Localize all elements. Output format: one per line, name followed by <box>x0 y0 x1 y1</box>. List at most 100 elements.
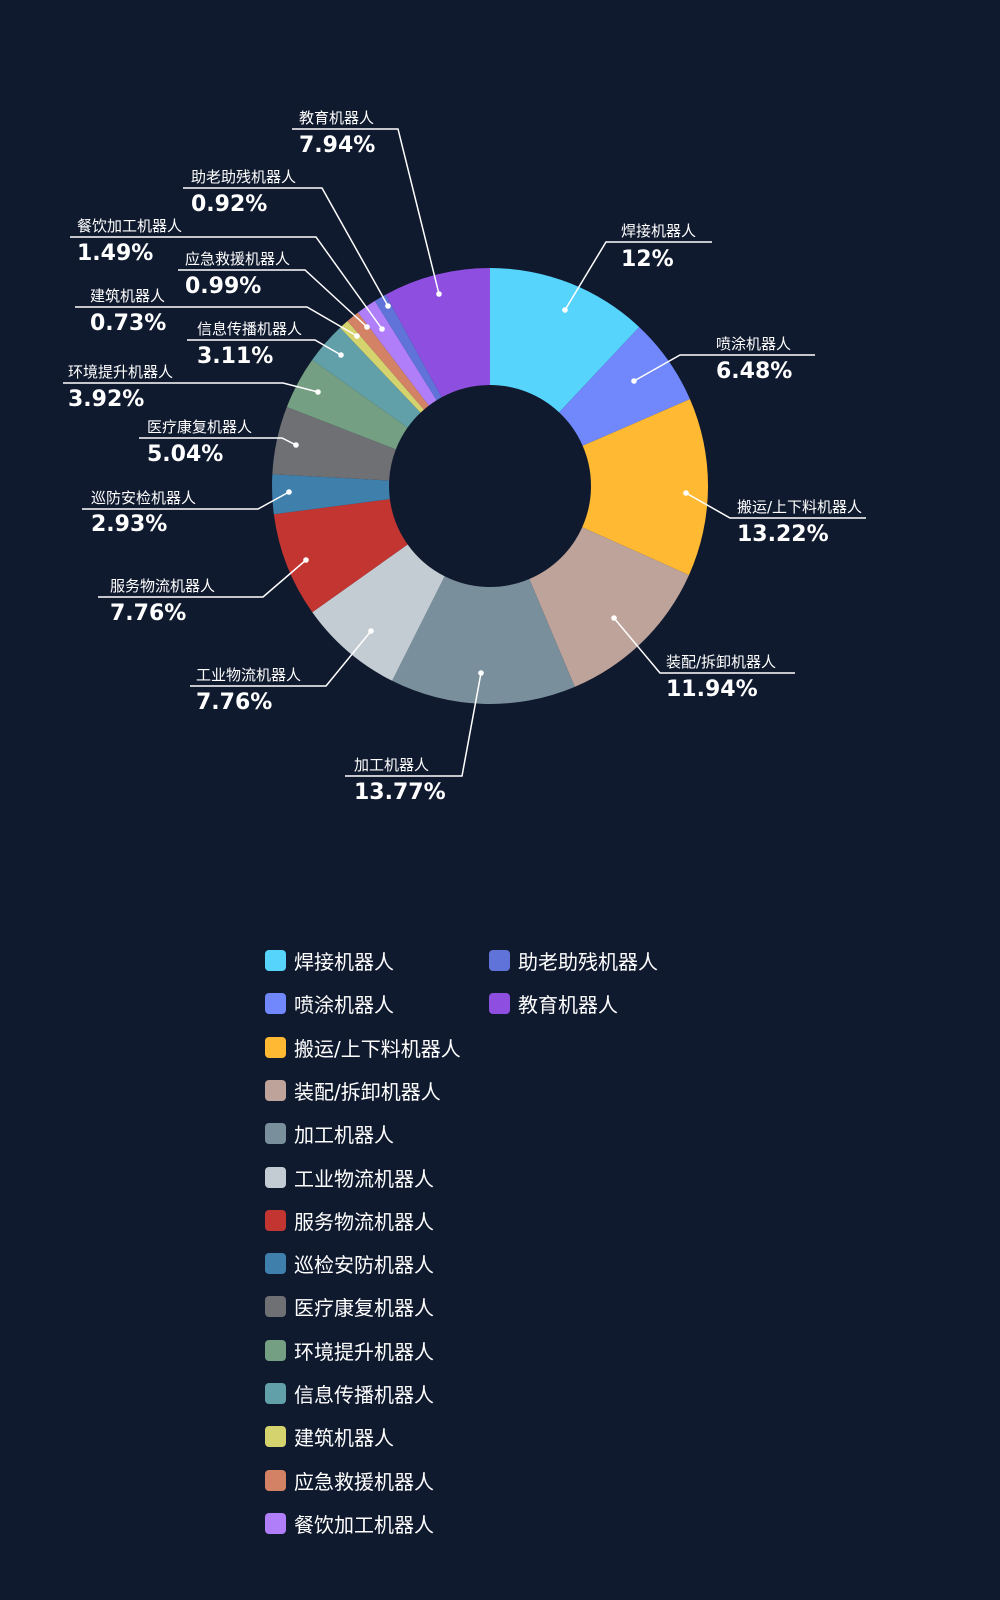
legend-swatch <box>265 1296 286 1318</box>
slice-value-label: 3.92% <box>68 387 144 412</box>
legend-label: 服务物流机器人 <box>294 1209 434 1234</box>
slice-value-label: 3.11% <box>197 344 273 369</box>
legend-swatch <box>265 1426 286 1448</box>
legend-item[interactable]: 巡检安防机器人 <box>265 1249 434 1278</box>
slice-label: 助老助残机器人 <box>191 168 296 186</box>
slice-value-label: 13.22% <box>737 522 829 547</box>
slice-value-label: 6.48% <box>716 359 792 384</box>
leader-dot <box>683 490 689 496</box>
slice-1[interactable] <box>559 327 690 446</box>
slice-value-label: 7.76% <box>110 601 186 626</box>
legend-swatch <box>265 993 286 1015</box>
leader-dot <box>436 291 442 297</box>
legend-item[interactable]: 环境提升机器人 <box>265 1336 434 1365</box>
slice-10[interactable] <box>312 327 421 428</box>
leader-dot <box>315 389 321 395</box>
slice-label: 建筑机器人 <box>90 287 165 305</box>
slice-8[interactable] <box>272 407 396 481</box>
legend-label: 搬运/上下料机器人 <box>294 1036 461 1061</box>
legend-item[interactable]: 服务物流机器人 <box>265 1206 434 1235</box>
legend-swatch <box>265 950 286 971</box>
leader-line <box>139 437 297 446</box>
legend-item[interactable]: 装配/拆卸机器人 <box>265 1076 441 1105</box>
legend-item[interactable]: 建筑机器人 <box>265 1422 394 1451</box>
slice-value-label: 13.77% <box>354 780 446 805</box>
leader-line <box>178 269 368 328</box>
legend-label: 巡检安防机器人 <box>294 1253 434 1278</box>
legend-label: 焊接机器人 <box>294 950 394 974</box>
slice-15[interactable] <box>385 268 490 398</box>
slice-value-label: 11.94% <box>666 677 758 702</box>
legend-swatch <box>265 1469 286 1491</box>
leader-dot <box>338 352 344 358</box>
leader-line <box>564 241 712 311</box>
leader-dot <box>368 628 374 634</box>
donut-chart: 焊接机器人 12% 喷涂机器人 6.48% 搬运/上下料机器人 13.22% 装配/拆卸机器… <box>63 109 866 805</box>
legend-label: 医疗康复机器人 <box>294 1296 434 1321</box>
legend-item[interactable]: 医疗康复机器人 <box>265 1292 434 1321</box>
leader-dot <box>385 303 391 309</box>
legend-swatch <box>265 1253 286 1275</box>
leader-dot <box>364 324 370 330</box>
slice-value-label: 0.92% <box>191 192 267 217</box>
legend-swatch <box>265 1383 286 1404</box>
leader-dot <box>303 557 309 563</box>
slice-value-label: 5.04% <box>147 442 223 467</box>
slice-value-label: 0.99% <box>185 274 261 299</box>
slice-7[interactable] <box>272 474 390 515</box>
legend-item[interactable]: 教育机器人 <box>489 989 618 1018</box>
slice-11[interactable] <box>340 321 424 413</box>
leader-line <box>345 672 482 777</box>
legend-item[interactable]: 应急救援机器人 <box>265 1466 434 1495</box>
slice-label: 焊接机器人 <box>621 222 696 240</box>
slice-label: 搬运/上下料机器人 <box>737 498 862 516</box>
slice-0[interactable] <box>490 268 640 413</box>
legend-swatch <box>489 950 510 971</box>
legend-item[interactable]: 喷涂机器人 <box>265 989 394 1018</box>
legend-label: 餐饮加工机器人 <box>294 1512 434 1537</box>
leader-dot <box>611 615 617 621</box>
slice-9[interactable] <box>286 359 408 450</box>
slice-value-label: 0.73% <box>90 311 166 336</box>
slice-13[interactable] <box>358 300 437 406</box>
slice-label: 环境提升机器人 <box>68 363 173 381</box>
slice-value-label: 12% <box>621 247 674 272</box>
legend-swatch <box>265 1339 286 1361</box>
slice-label: 服务物流机器人 <box>110 577 215 595</box>
leader-dot <box>286 489 292 495</box>
leader-line <box>70 236 383 330</box>
legend-label: 工业物流机器人 <box>294 1166 434 1191</box>
leader-line <box>75 306 358 337</box>
slice-value-label: 2.93% <box>91 512 167 537</box>
leader-line <box>685 492 866 519</box>
leader-dot <box>562 307 568 313</box>
slice-6[interactable] <box>273 499 408 613</box>
legend-item[interactable]: 搬运/上下料机器人 <box>265 1033 461 1062</box>
legend-swatch <box>489 993 510 1015</box>
slice-14[interactable] <box>374 294 442 401</box>
slice-3[interactable] <box>529 527 689 687</box>
leader-line <box>98 559 307 598</box>
slice-5[interactable] <box>312 544 445 681</box>
leader-line <box>633 354 815 382</box>
legend-item[interactable]: 焊接机器人 <box>265 946 394 975</box>
legend-swatch <box>265 1036 286 1058</box>
slice-12[interactable] <box>347 312 429 410</box>
leader-line <box>82 491 290 510</box>
slice-label: 装配/拆卸机器人 <box>666 653 776 671</box>
legend-item[interactable]: 加工机器人 <box>265 1119 394 1148</box>
leader-dot <box>293 442 299 448</box>
legend-item[interactable]: 餐饮加工机器人 <box>265 1509 434 1538</box>
slice-label: 医疗康复机器人 <box>147 418 252 436</box>
legend-swatch <box>265 1166 286 1188</box>
legend-label: 环境提升机器人 <box>294 1339 434 1364</box>
slice-4[interactable] <box>392 576 575 704</box>
leader-dot <box>354 333 360 339</box>
legend-item[interactable]: 信息传播机器人 <box>265 1379 434 1408</box>
legend-label: 加工机器人 <box>294 1123 394 1148</box>
legend-item[interactable]: 工业物流机器人 <box>265 1163 434 1192</box>
legend-item[interactable]: 助老助残机器人 <box>489 946 658 975</box>
slice-label: 工业物流机器人 <box>196 666 301 684</box>
legend-label: 应急救援机器人 <box>294 1469 434 1494</box>
slice-2[interactable] <box>582 399 708 576</box>
